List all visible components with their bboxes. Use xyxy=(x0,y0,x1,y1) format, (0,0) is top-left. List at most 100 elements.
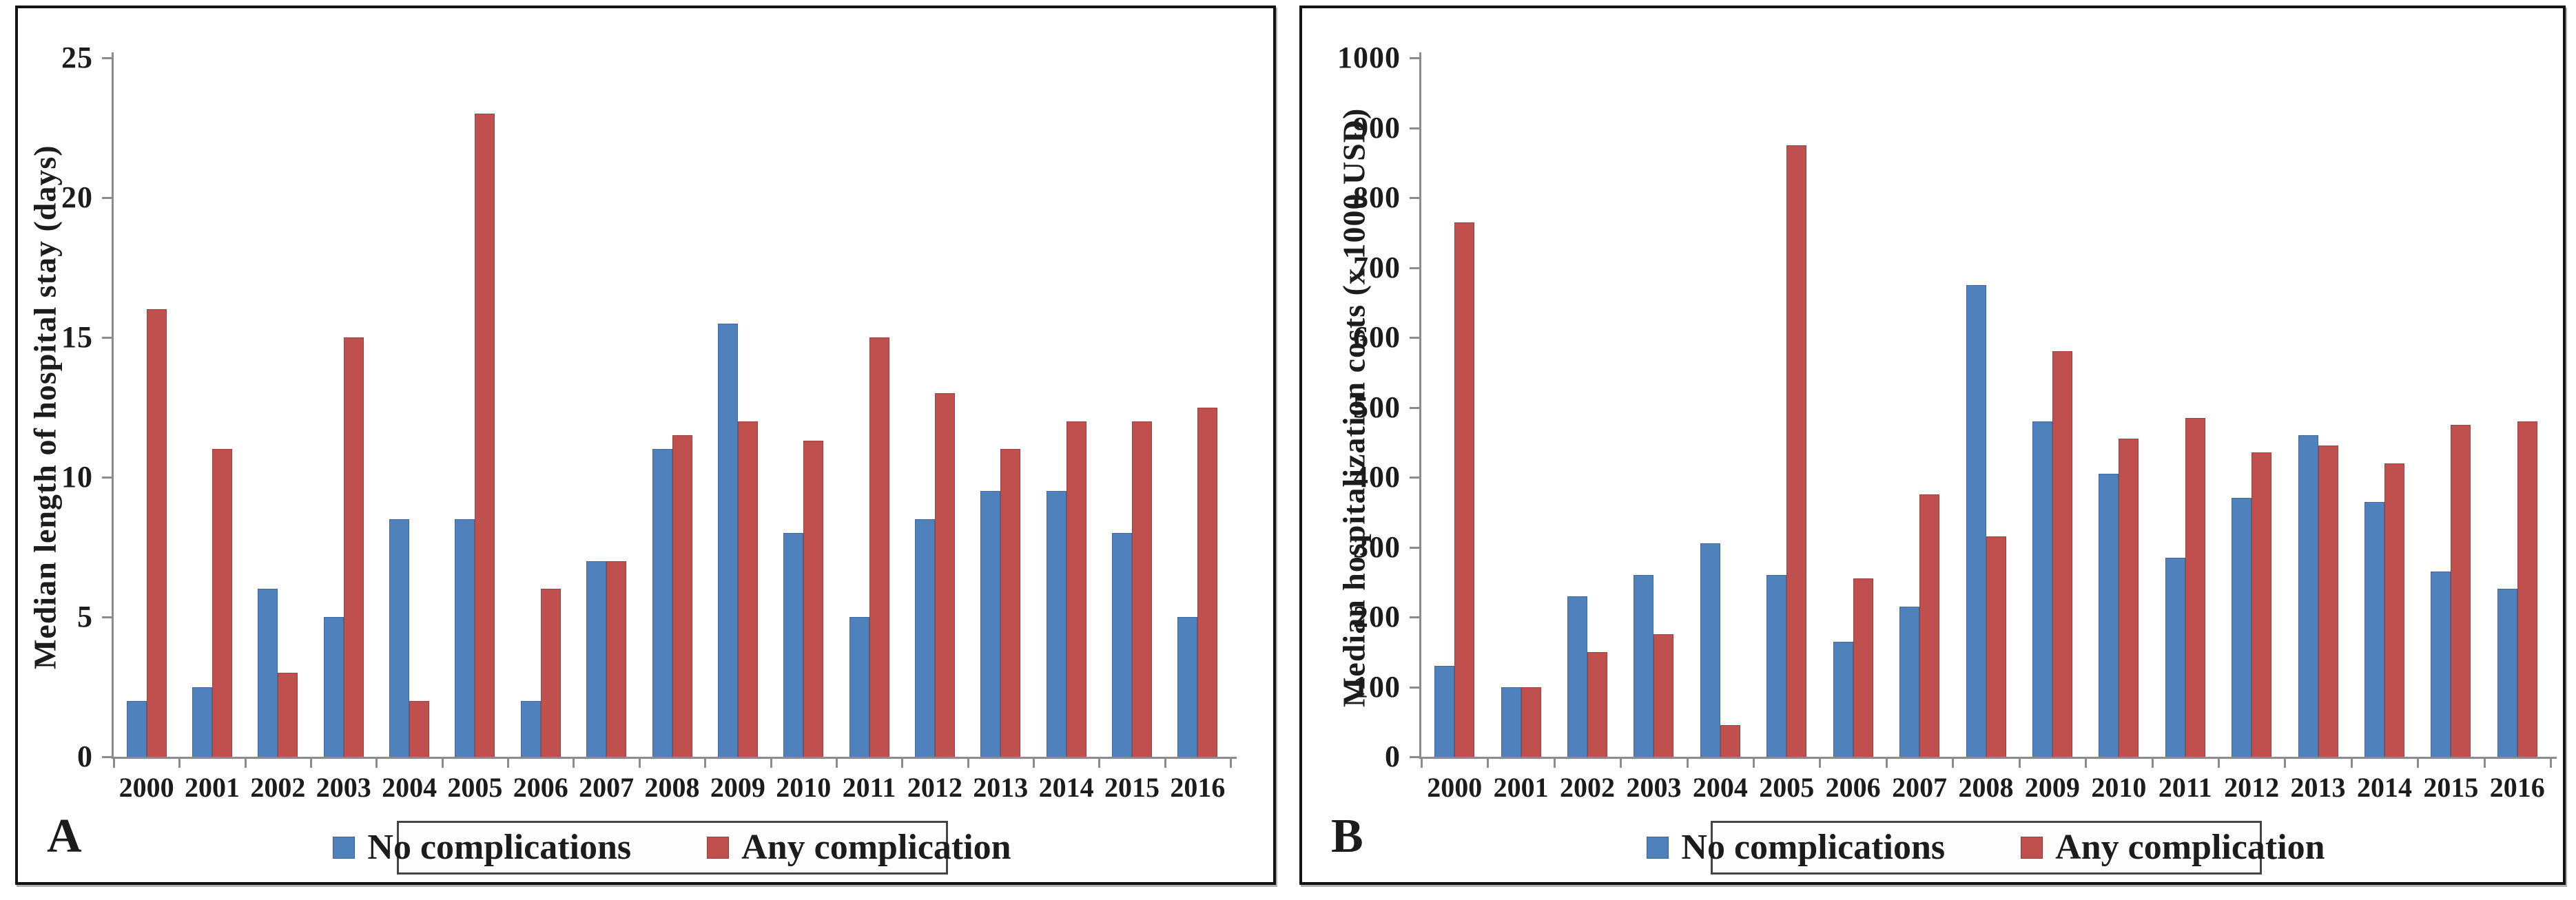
x-tick-mark xyxy=(178,759,181,768)
bar-any-complication-2013 xyxy=(1000,449,1021,757)
bar-any-complication-2016 xyxy=(2517,421,2537,757)
x-tick-mark xyxy=(1164,759,1166,768)
x-tick-mark xyxy=(1421,759,1423,768)
bar-no-complications-2015 xyxy=(1111,533,1132,757)
x-tick-mark xyxy=(2350,759,2353,768)
bar-no-complications-2013 xyxy=(2298,435,2318,757)
x-tick-mark xyxy=(244,759,247,768)
legend-label: No complications xyxy=(1681,828,1946,867)
x-tick-label-2002: 2002 xyxy=(250,772,306,803)
bar-no-complications-2009 xyxy=(2032,421,2052,757)
bar-no-complications-2002 xyxy=(258,589,278,757)
bar-any-complication-2012 xyxy=(934,393,955,757)
y-tick-mark xyxy=(1410,406,1419,409)
x-tick-mark xyxy=(2483,759,2486,768)
x-tick-label-2010: 2010 xyxy=(2091,772,2147,803)
bar-no-complications-2005 xyxy=(455,519,475,757)
y-tick-mark xyxy=(1410,686,1419,689)
bar-any-complication-2002 xyxy=(1587,651,1608,757)
bar-any-complication-2001 xyxy=(212,449,233,757)
bar-any-complication-2004 xyxy=(1720,725,1740,757)
x-tick-mark xyxy=(1553,759,1556,768)
bar-no-complications-2016 xyxy=(1177,617,1198,757)
x-tick-mark xyxy=(1753,759,1755,768)
y-tick-label: 5 xyxy=(77,600,93,634)
y-tick-label: 400 xyxy=(1353,460,1401,494)
legend-label: Any complication xyxy=(741,828,1011,867)
bar-any-complication-2003 xyxy=(1653,634,1674,757)
bar-no-complications-2001 xyxy=(192,687,213,757)
x-tick-label-2007: 2007 xyxy=(579,772,635,803)
y-tick-mark xyxy=(1410,477,1419,479)
any-complication-swatch-icon xyxy=(2021,837,2043,859)
x-tick-mark xyxy=(1620,759,1622,768)
x-tick-mark xyxy=(2018,759,2021,768)
x-tick-mark xyxy=(1230,759,1232,768)
x-tick-mark xyxy=(1487,759,1490,768)
bar-any-complication-2009 xyxy=(737,421,758,757)
y-tick-label: 0 xyxy=(1385,740,1401,773)
x-tick-mark xyxy=(375,759,378,768)
bar-any-complication-2000 xyxy=(146,309,167,757)
x-tick-label-2012: 2012 xyxy=(2224,772,2280,803)
bar-any-complication-2000 xyxy=(1454,222,1475,757)
x-tick-mark xyxy=(1819,759,1822,768)
bar-any-complication-2008 xyxy=(672,435,692,757)
x-tick-label-2012: 2012 xyxy=(907,772,962,803)
y-tick-label: 600 xyxy=(1353,320,1401,354)
bar-any-complication-2011 xyxy=(869,337,889,757)
bar-no-complications-2008 xyxy=(652,449,672,757)
bar-any-complication-2014 xyxy=(1066,421,1086,757)
x-tick-mark xyxy=(1032,759,1035,768)
y-tick-label: 200 xyxy=(1353,600,1401,634)
x-tick-mark xyxy=(1686,759,1689,768)
bar-no-complications-2014 xyxy=(2364,501,2384,757)
x-tick-label-2014: 2014 xyxy=(1038,772,1094,803)
bar-no-complications-2006 xyxy=(1833,641,1853,757)
no-complications-swatch-icon xyxy=(333,837,356,859)
y-tick-label: 800 xyxy=(1353,180,1401,214)
y-tick-mark xyxy=(1410,616,1419,618)
legend-item-any-complication: Any complication xyxy=(2021,830,2325,866)
x-tick-label-2001: 2001 xyxy=(185,772,240,803)
y-tick-mark xyxy=(102,57,112,59)
x-tick-label-2008: 2008 xyxy=(1958,772,2014,803)
panel-b: Median hospitalization costs (x 1000 USD… xyxy=(1299,6,2566,885)
bar-no-complications-2015 xyxy=(2431,572,2451,757)
x-tick-label-2000: 2000 xyxy=(1427,772,1483,803)
bar-any-complication-2006 xyxy=(1853,578,1873,757)
y-tick-mark xyxy=(1410,337,1419,339)
y-tick-label: 100 xyxy=(1353,669,1401,704)
x-tick-label-2006: 2006 xyxy=(1825,772,1881,803)
legend-label: No complications xyxy=(367,828,632,867)
bar-no-complications-2003 xyxy=(1634,575,1654,757)
x-tick-mark xyxy=(967,759,969,768)
x-tick-mark xyxy=(638,759,641,768)
any-complication-swatch-icon xyxy=(707,837,730,859)
bar-any-complication-2002 xyxy=(278,673,298,757)
bar-any-complication-2015 xyxy=(2451,424,2471,757)
bar-no-complications-2007 xyxy=(1899,606,1920,757)
x-tick-label-2009: 2009 xyxy=(2024,772,2080,803)
bar-any-complication-2012 xyxy=(2252,452,2272,757)
bar-no-complications-2013 xyxy=(980,491,1001,757)
bar-any-complication-2001 xyxy=(1521,687,1541,757)
x-tick-mark xyxy=(573,759,575,768)
x-tick-mark xyxy=(770,759,772,768)
x-tick-label-2005: 2005 xyxy=(447,772,503,803)
legend-item-no-complications: No complications xyxy=(333,830,631,866)
x-tick-mark xyxy=(507,759,510,768)
y-tick-mark xyxy=(1410,127,1419,129)
panel-letter-b: B xyxy=(1331,810,1363,863)
bar-no-complications-2012 xyxy=(914,519,935,757)
x-tick-mark xyxy=(2151,759,2154,768)
x-tick-label-2008: 2008 xyxy=(644,772,700,803)
y-axis-line xyxy=(112,52,114,759)
y-tick-mark xyxy=(102,337,112,339)
no-complications-swatch-icon xyxy=(1647,837,1669,859)
bar-any-complication-2015 xyxy=(1131,421,1152,757)
bar-any-complication-2014 xyxy=(2384,463,2404,757)
y-tick-label: 1000 xyxy=(1337,41,1401,74)
bar-no-complications-2011 xyxy=(849,617,869,757)
